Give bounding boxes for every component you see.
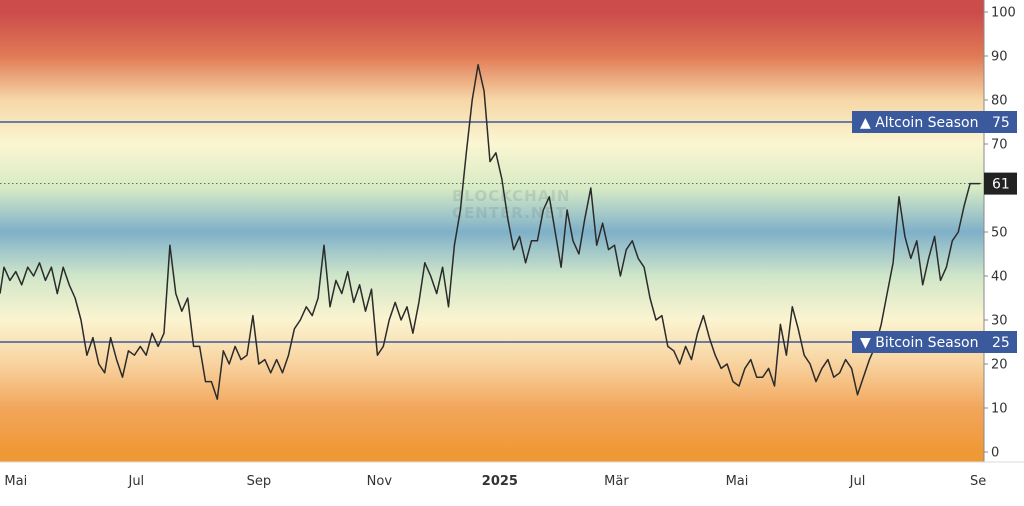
x-tick-label-mär: Mär <box>604 474 629 489</box>
x-tick-label-sep: Sep <box>247 474 272 489</box>
value-tags: ▲ Altcoin Season 75 ▼ Bitcoin Season 25 61 <box>852 111 1017 353</box>
y-tick-label-90: 90 <box>991 50 1008 65</box>
tag-label-75: ▲ Altcoin Season <box>860 115 978 131</box>
tag-value-bg-75 <box>984 111 1017 133</box>
x-tick-label-nov: Nov <box>367 474 393 489</box>
reference-lines <box>0 121 984 343</box>
y-tick-label-40: 40 <box>991 270 1008 285</box>
tag-value-75: 75 <box>992 115 1010 131</box>
tag-label-bg-75 <box>852 111 984 133</box>
y-tick-label-20: 20 <box>991 358 1008 373</box>
x-tick-label-jul: Jul <box>127 474 144 489</box>
y-tick-label-50: 50 <box>991 226 1008 241</box>
tag-label-25: ▼ Bitcoin Season <box>860 335 979 351</box>
y-tick-label-70: 70 <box>991 138 1008 153</box>
x-tick-label-jul: Jul <box>849 474 866 489</box>
watermark: BLOCKCHAIN CENTER.NET <box>452 187 570 222</box>
y-tick-label-0: 0 <box>991 446 999 461</box>
current-value-tag: 61 <box>992 177 1010 193</box>
plot-background <box>0 0 984 462</box>
series-line <box>0 64 980 400</box>
y-tick-label-80: 80 <box>991 94 1008 109</box>
tag-label-bg-25 <box>852 331 984 353</box>
y-tick-label-100: 100 <box>991 6 1016 21</box>
x-tick-label-se: Se <box>970 474 986 489</box>
tag-value-bg-25 <box>984 331 1017 353</box>
x-tick-label-mai: Mai <box>726 474 749 489</box>
watermark-line-2: CENTER.NET <box>452 204 567 222</box>
y-tick-label-10: 10 <box>991 402 1008 417</box>
axis-panel-background <box>984 0 1024 462</box>
x-axis: Mai Jul Sep Nov 2025 Mär Mai Jul Se <box>4 474 986 489</box>
x-tick-label-2025: 2025 <box>482 474 518 489</box>
current-value-tag-bg <box>984 172 1017 195</box>
tag-value-25: 25 <box>992 335 1010 351</box>
x-tick-label-mai: Mai <box>4 474 27 489</box>
watermark-line-1: BLOCKCHAIN <box>452 187 570 205</box>
y-tick-label-30: 30 <box>991 314 1008 329</box>
series-layer <box>0 64 980 400</box>
